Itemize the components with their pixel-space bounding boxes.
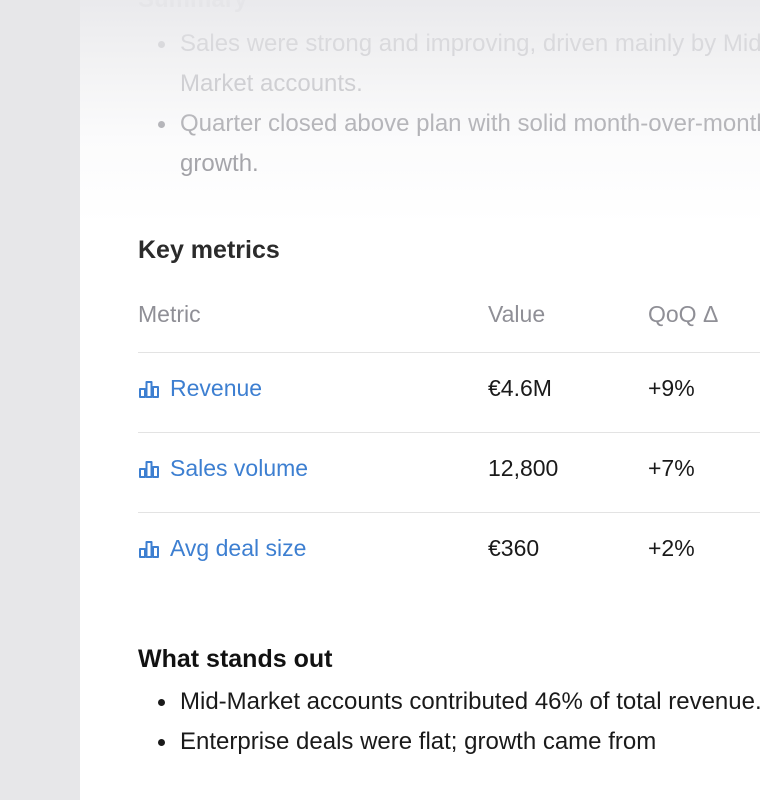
summary-heading: Summary: [138, 0, 247, 14]
metric-cell: Avg deal size: [138, 535, 306, 565]
metric-cell: Revenue: [138, 375, 262, 405]
key-metrics-table: Metric Value QoQ Δ Revenue €4.6M +9%: [138, 296, 760, 592]
summary-bullet: Sales were strong and improving, driven …: [138, 24, 760, 104]
table-row: Avg deal size €360 +2%: [138, 513, 760, 592]
metric-value: €360: [488, 535, 540, 561]
column-header-qoq: QoQ Δ: [648, 301, 719, 327]
left-rail: [0, 0, 80, 800]
document-content: Summary Sales were strong and improving,…: [80, 0, 760, 800]
bar-chart-icon: [139, 460, 159, 478]
metric-link-avg-deal-size[interactable]: Avg deal size: [138, 535, 306, 562]
key-metrics-heading: Key metrics: [138, 236, 280, 264]
table-row: Sales volume 12,800 +7%: [138, 433, 760, 513]
metric-link-sales-volume[interactable]: Sales volume: [138, 455, 308, 482]
summary-list: Sales were strong and improving, driven …: [138, 24, 760, 184]
what-stands-out-heading: What stands out: [138, 645, 333, 673]
table-row: Revenue €4.6M +9%: [138, 353, 760, 433]
metric-qoq-change: +9%: [648, 375, 695, 401]
standout-bullet: Mid-Market accounts contributed 46% of t…: [138, 682, 760, 722]
metric-cell: Sales volume: [138, 455, 308, 485]
column-header-metric: Metric: [138, 301, 201, 327]
summary-bullet: Quarter closed above plan with solid mon…: [138, 104, 760, 184]
metric-qoq-change: +7%: [648, 455, 695, 481]
bar-chart-icon: [139, 380, 159, 398]
metric-name: Revenue: [170, 375, 263, 401]
metric-qoq-change: +2%: [648, 535, 695, 561]
metric-name: Avg deal size: [170, 535, 307, 561]
metric-name: Sales volume: [170, 455, 309, 481]
table-header: Metric Value QoQ Δ: [138, 296, 760, 353]
metric-link-revenue[interactable]: Revenue: [138, 375, 262, 402]
bar-chart-icon: [139, 540, 159, 558]
metric-value: 12,800: [488, 455, 559, 481]
standout-bullet: Enterprise deals were flat; growth came …: [138, 722, 760, 762]
what-stands-out-list: Mid-Market accounts contributed 46% of t…: [138, 682, 760, 762]
metric-value: €4.6M: [488, 375, 552, 401]
column-header-value: Value: [488, 301, 546, 327]
